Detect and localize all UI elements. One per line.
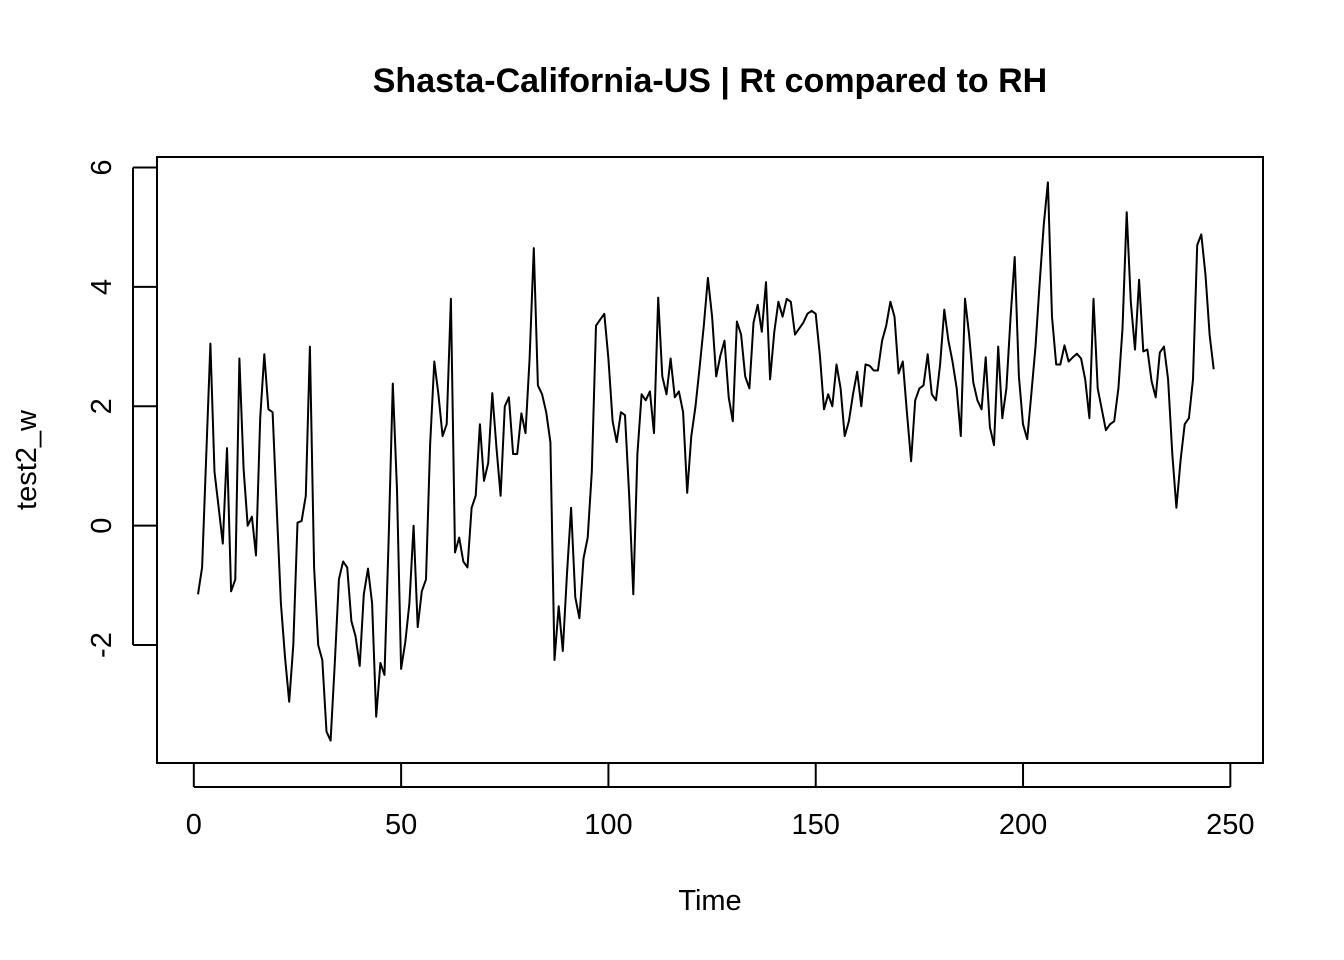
y-axis-label: test2_w [11, 409, 43, 510]
y-tick-label: 2 [86, 398, 118, 414]
x-tick-label: 200 [999, 809, 1047, 841]
y-tick-label: -2 [86, 632, 118, 658]
plot-frame [156, 156, 1264, 764]
x-tick-label: 0 [186, 809, 202, 841]
x-tick-label: 250 [1206, 809, 1254, 841]
chart-title: Shasta-California-US | Rt compared to RH [373, 62, 1048, 100]
y-tick-label: 6 [86, 159, 118, 175]
x-tick-label: 100 [584, 809, 632, 841]
y-tick-label: 0 [86, 518, 118, 534]
y-axis: -2 0 2 4 6 [86, 159, 157, 658]
x-tick-label: 50 [385, 809, 417, 841]
x-tick-label: 150 [792, 809, 840, 841]
x-axis-label: Time [678, 885, 741, 917]
x-axis: 0 50 100 150 200 250 [186, 763, 1255, 841]
series-line [197, 181, 1215, 742]
y-tick-label: 4 [86, 279, 118, 295]
